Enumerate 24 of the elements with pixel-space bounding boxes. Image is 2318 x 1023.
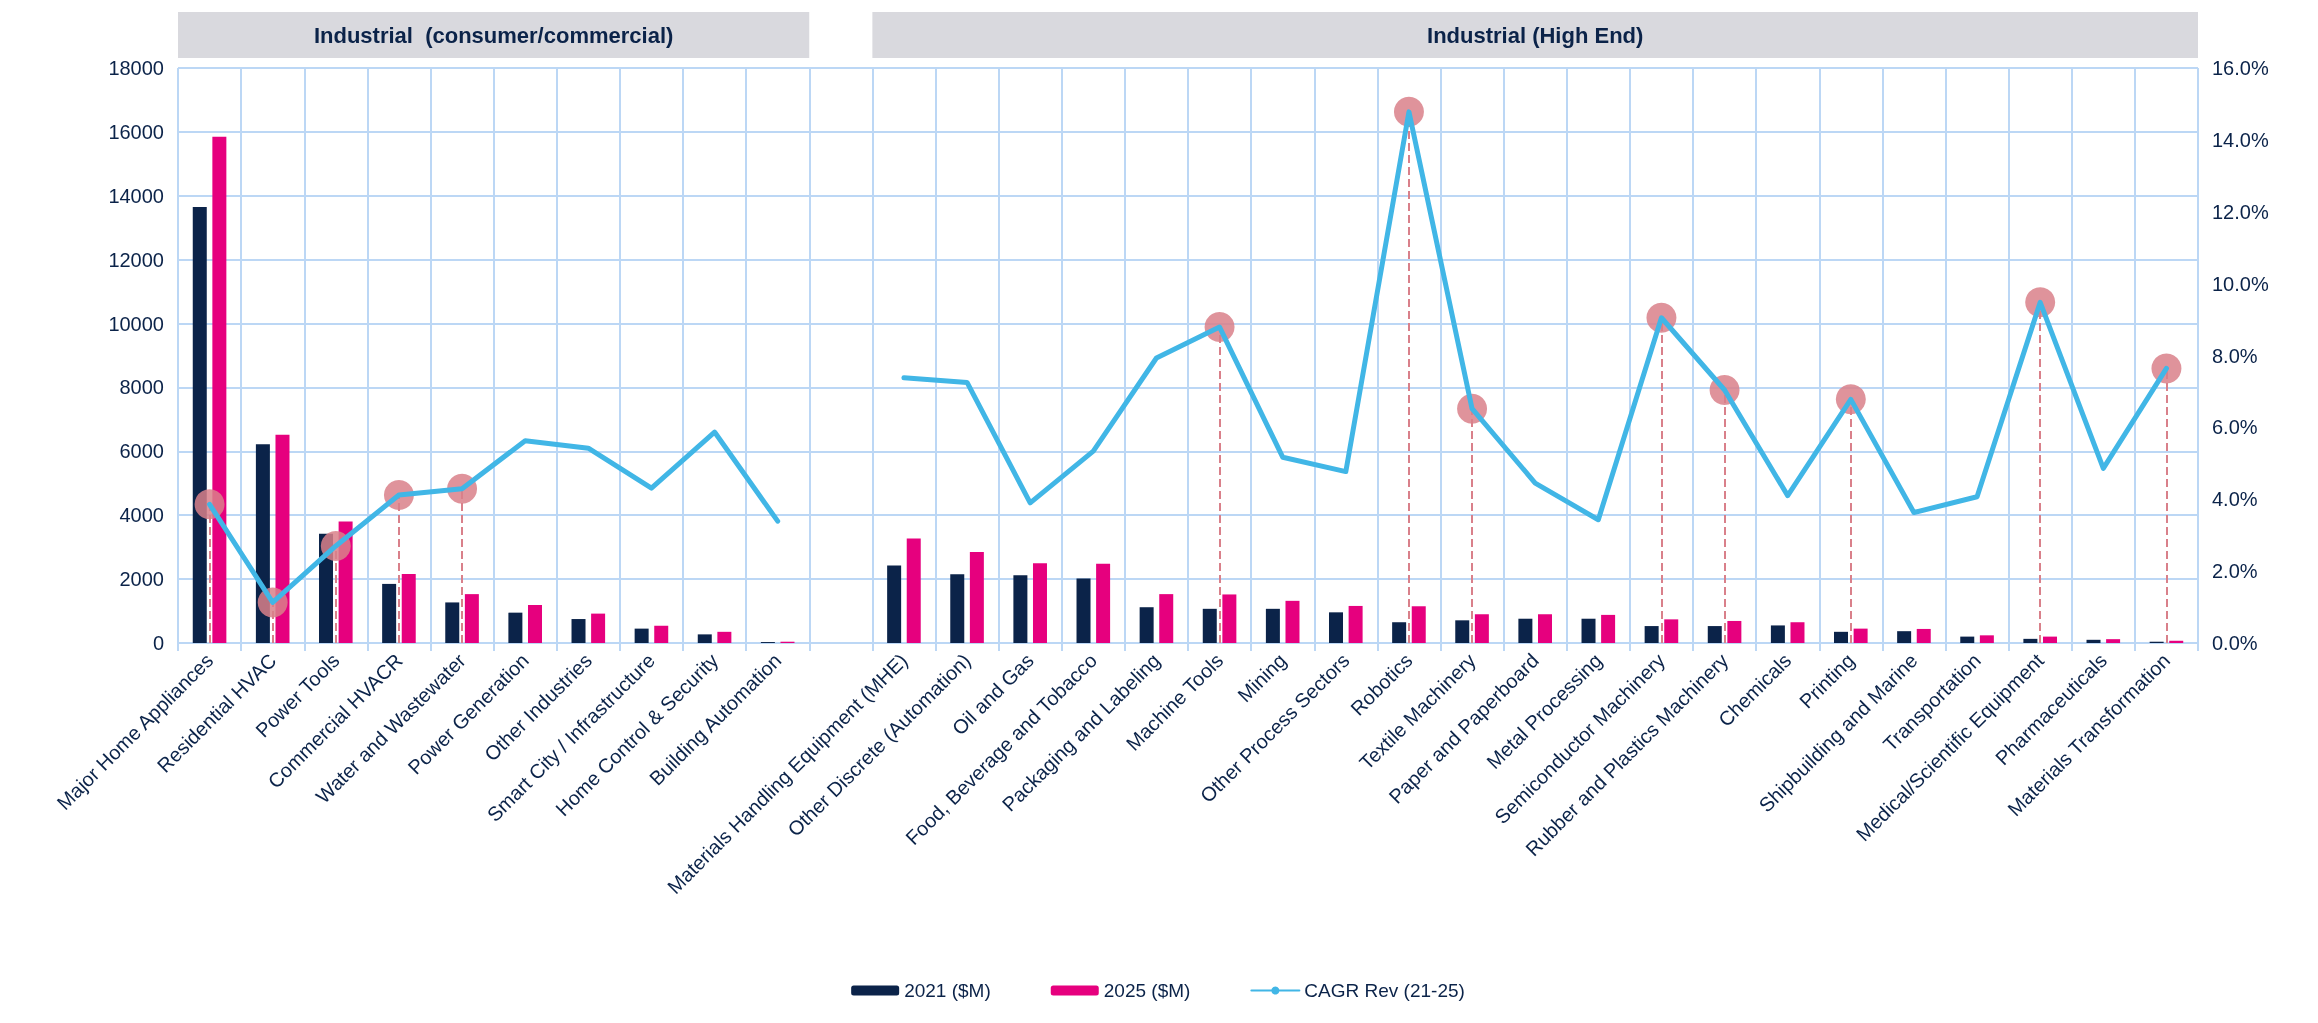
text: Industrial (High End)	[1427, 22, 1644, 48]
y2-tick-label: 8.0%	[2212, 344, 2258, 367]
y-tick-label: 10000	[108, 312, 164, 335]
y-tick-label: 18000	[108, 57, 164, 79]
y2-tick-label: 14.0%	[2212, 128, 2269, 151]
y-tick-label: 12000	[108, 248, 164, 271]
y2-tick-label: 16.0%	[2212, 57, 2269, 79]
y2-tick-label: 0.0%	[2212, 632, 2258, 654]
y-tick-label: 8000	[119, 376, 164, 399]
legend-label: 2025 ($M)	[1103, 980, 1191, 1001]
y2-tick-label: 4.0%	[2212, 488, 2258, 511]
y2-tick-label: 2.0%	[2212, 560, 2258, 583]
legend-label: 2021 ($M)	[904, 980, 991, 1001]
y-tick-label: 14000	[108, 184, 164, 207]
y-tick-label: 6000	[119, 440, 164, 463]
y-tick-label: 16000	[108, 120, 164, 143]
y2-tick-label: 6.0%	[2212, 416, 2258, 439]
legend-label: CAGR Rev (21-25)	[1304, 980, 1465, 1001]
text: Industrial (consumer/commercial)	[313, 22, 674, 48]
y2-tick-label: 10.0%	[2212, 272, 2269, 295]
y-tick-label: 0	[152, 632, 164, 654]
y-tick-label: 4000	[119, 504, 164, 527]
y-tick-label: 2000	[119, 568, 164, 591]
y2-tick-label: 12.0%	[2212, 200, 2269, 223]
